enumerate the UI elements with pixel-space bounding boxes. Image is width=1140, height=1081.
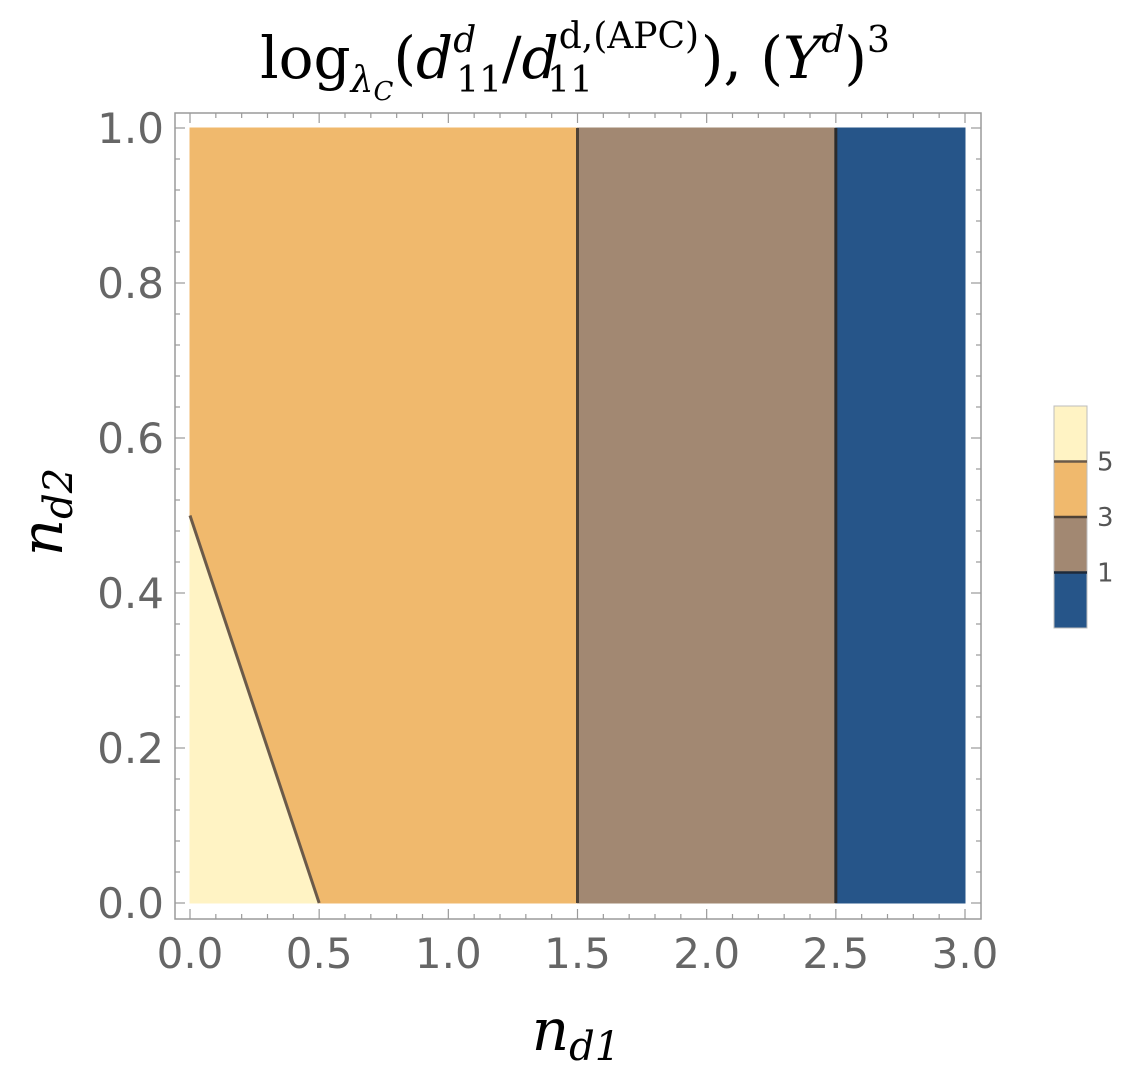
contour-lines xyxy=(188,128,838,904)
legend-label-3: 3 xyxy=(1097,503,1114,533)
y-tick-label: 0.2 xyxy=(97,724,164,773)
title-numerator: d xyxy=(416,24,453,92)
contour-region-3 xyxy=(835,127,966,904)
y-tick-label: 1.0 xyxy=(97,104,164,153)
x-tick-labels: 0.0 0.5 1.0 1.5 2.0 2.5 3.0 xyxy=(157,929,999,978)
y-axis-label: nd2 xyxy=(8,468,82,556)
y-axis-label-sub: d2 xyxy=(36,468,82,519)
legend-swatch-1 xyxy=(1054,461,1087,518)
title-denominator-sup: d,(APC) xyxy=(559,16,699,57)
title-y-sup: d xyxy=(821,20,844,61)
title-log: log xyxy=(260,24,351,92)
x-tick-label: 3.0 xyxy=(932,929,999,978)
x-tick-label: 2.0 xyxy=(673,929,740,978)
x-axis-label: nd1 xyxy=(532,996,620,1070)
title-open-paren: ( xyxy=(393,24,416,92)
contour-region-2 xyxy=(577,127,837,904)
y-tick-labels: 0.0 0.2 0.4 0.6 0.8 1.0 xyxy=(97,104,164,928)
title-numerator-sup: d xyxy=(453,20,476,61)
x-tick-label: 2.5 xyxy=(802,929,869,978)
title-denominator: d xyxy=(522,24,559,92)
legend-label-5: 5 xyxy=(1097,448,1114,478)
x-axis-label-sub: d1 xyxy=(569,1024,620,1070)
x-axis-label-main: n xyxy=(532,996,569,1064)
legend-swatch-2 xyxy=(1054,517,1087,573)
title-close-sep: ), ( xyxy=(701,24,783,92)
legend: 5 3 1 xyxy=(1053,405,1114,629)
title-log-sub-lambda: λ xyxy=(349,60,374,101)
axis-ticks xyxy=(175,113,981,919)
contour-line-5 xyxy=(188,515,321,904)
y-tick-label: 0.0 xyxy=(97,879,164,928)
chart-title: logλC(dd 11/dd,(APC) 11), (Yd)3 xyxy=(260,16,890,107)
title-slash: / xyxy=(502,24,522,92)
x-tick-label: 0.5 xyxy=(286,929,353,978)
y-tick-label: 0.6 xyxy=(97,414,164,463)
legend-swatch-0 xyxy=(1054,406,1087,462)
legend-swatch-3 xyxy=(1054,572,1087,629)
title-numerator-sub: 11 xyxy=(456,60,502,101)
title-denominator-sub: 11 xyxy=(547,60,593,101)
title-close: ) xyxy=(844,24,867,92)
x-tick-label: 1.5 xyxy=(544,929,611,978)
title-log-sub-c: C xyxy=(374,77,394,107)
legend-label-1: 1 xyxy=(1097,559,1114,589)
y-tick-label: 0.8 xyxy=(97,259,164,308)
title-power: 3 xyxy=(867,20,890,61)
y-axis-label-main: n xyxy=(8,519,76,556)
contour-regions xyxy=(189,127,966,904)
title-y: Y xyxy=(783,24,826,92)
y-tick-label: 0.4 xyxy=(97,569,164,618)
x-tick-label: 0.0 xyxy=(157,929,224,978)
x-tick-label: 1.0 xyxy=(415,929,482,978)
